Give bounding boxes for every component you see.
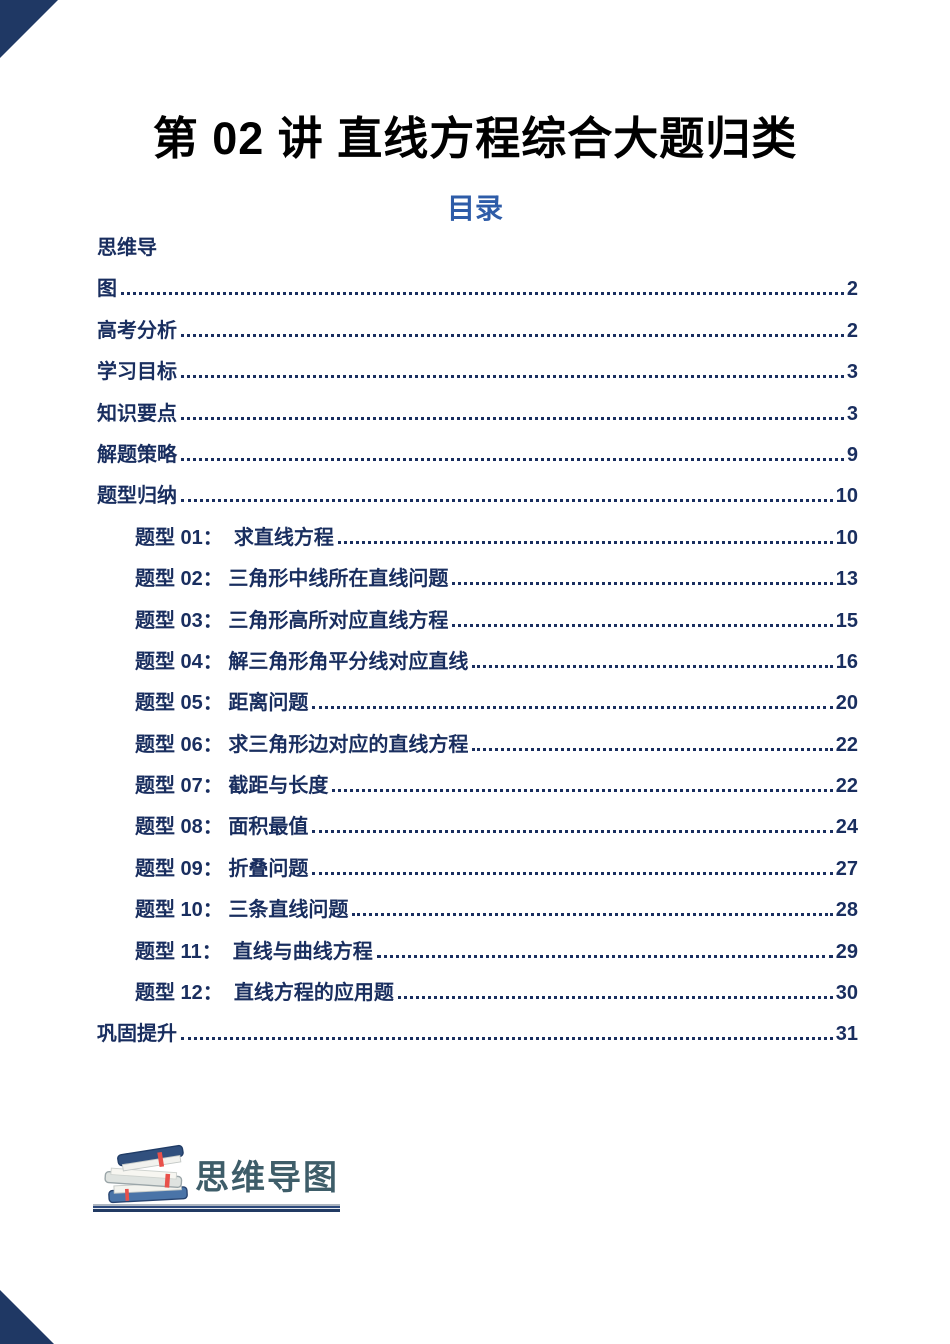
toc-entry-mindmap-line2[interactable]: 图 2	[97, 272, 858, 313]
toc-entry-solution-strategy[interactable]: 解题策略 9	[97, 438, 858, 479]
toc-page-number: 9	[846, 443, 858, 466]
dotted-leader	[376, 952, 833, 958]
toc-entry-label: 题型 06： 求三角形边对应的直线方程	[135, 733, 469, 756]
toc-entry-label: 高考分析	[97, 319, 177, 342]
dotted-leader	[472, 745, 833, 751]
toc-entry-label: 题型 11： 直线与曲线方程	[135, 940, 373, 963]
toc-entry-label: 巩固提升	[97, 1023, 177, 1046]
toc-entry-label: 题型 02： 三角形中线所在直线问题	[135, 568, 449, 591]
toc-entry-type-03[interactable]: 题型 03： 三角形高所对应直线方程 15	[97, 604, 858, 645]
corner-triangle-top-left	[0, 0, 58, 58]
toc-entry-type-10[interactable]: 题型 10： 三条直线问题 28	[97, 893, 858, 934]
toc-page-number: 10	[835, 526, 858, 549]
toc-entry-label: 题型 07： 截距与长度	[135, 775, 329, 798]
toc-page-number: 22	[835, 775, 858, 798]
dotted-leader	[312, 869, 833, 875]
dotted-leader	[397, 993, 833, 1000]
toc-page-number: 27	[835, 857, 858, 880]
toc-page-number: 13	[835, 568, 858, 591]
dotted-leader	[452, 621, 833, 627]
toc-entry-type-04[interactable]: 题型 04： 解三角形角平分线对应直线 16	[97, 645, 858, 686]
toc-heading: 目录	[446, 193, 503, 224]
dotted-leader	[352, 910, 833, 917]
toc-entry-type-05[interactable]: 题型 05： 距离问题 20	[97, 686, 858, 727]
toc-entry-exam-analysis[interactable]: 高考分析 2	[97, 314, 858, 355]
toc-page-number: 31	[835, 1023, 858, 1046]
toc-page-number: 20	[835, 692, 858, 715]
toc-page-number: 24	[835, 816, 858, 839]
section-heading-mind-map: 思维导图	[195, 1159, 339, 1197]
dotted-leader	[312, 827, 833, 834]
dotted-leader	[452, 579, 833, 586]
toc-entry-type-11[interactable]: 题型 11： 直线与曲线方程 29	[97, 935, 858, 976]
toc-entry-mindmap-line1[interactable]: 思维导	[97, 231, 858, 272]
table-of-contents: 思维导 图 2 高考分析 2 学习目标 3 知识要点 3 解题策略 9 题型归纳…	[97, 231, 858, 1059]
toc-entry-label: 思维导	[97, 237, 157, 259]
toc-entry-label: 题型 10： 三条直线问题	[135, 899, 349, 922]
toc-page-number: 30	[835, 982, 858, 1005]
toc-page-number: 2	[846, 278, 858, 301]
toc-page-number: 15	[835, 609, 858, 632]
toc-page-number: 10	[835, 485, 858, 508]
dotted-leader	[472, 662, 833, 668]
toc-page-number: 28	[835, 899, 858, 922]
toc-entry-type-09[interactable]: 题型 09： 折叠问题 27	[97, 852, 858, 893]
books-stack-icon	[104, 1144, 188, 1204]
toc-entry-label: 题型 08： 面积最值	[135, 816, 309, 839]
toc-entry-label: 解题策略	[97, 443, 177, 466]
toc-entry-type-07[interactable]: 题型 07： 截距与长度 22	[97, 769, 858, 810]
toc-entry-knowledge-points[interactable]: 知识要点 3	[97, 397, 858, 438]
mind-map-section-header: 思维导图	[95, 1136, 495, 1216]
toc-entry-label: 题型 05： 距离问题	[135, 692, 309, 715]
corner-triangle-bottom-left	[0, 1290, 54, 1344]
toc-entry-label: 图	[97, 278, 117, 301]
dotted-leader	[332, 786, 833, 793]
dotted-leader	[181, 1034, 833, 1041]
toc-entry-label: 题型 01： 求直线方程	[135, 526, 334, 549]
toc-entry-label: 学习目标	[97, 361, 177, 384]
toc-entry-learning-goals[interactable]: 学习目标 3	[97, 355, 858, 396]
toc-page-number: 22	[835, 733, 858, 756]
toc-page-number: 29	[835, 940, 858, 963]
section-underline-rule	[93, 1204, 340, 1212]
toc-entry-type-06[interactable]: 题型 06： 求三角形边对应的直线方程 22	[97, 728, 858, 769]
toc-entry-label: 题型 09： 折叠问题	[135, 857, 309, 880]
toc-entry-type-02[interactable]: 题型 02： 三角形中线所在直线问题 13	[97, 562, 858, 603]
page-title: 第 02 讲 直线方程综合大题归类	[152, 113, 798, 164]
dotted-leader	[121, 289, 844, 296]
toc-entry-label: 题型 12： 直线方程的应用题	[135, 982, 394, 1005]
toc-entry-type-12[interactable]: 题型 12： 直线方程的应用题 30	[97, 976, 858, 1017]
dotted-leader	[181, 414, 844, 420]
toc-entry-label: 题型 03： 三角形高所对应直线方程	[135, 609, 449, 632]
toc-page-number: 2	[846, 319, 858, 342]
toc-entry-type-01[interactable]: 题型 01： 求直线方程 10	[97, 521, 858, 562]
dotted-leader	[181, 331, 844, 337]
toc-entry-consolidation[interactable]: 巩固提升 31	[97, 1017, 858, 1058]
dotted-leader	[181, 496, 833, 503]
toc-page-number: 16	[835, 650, 858, 673]
toc-entry-label: 知识要点	[97, 402, 177, 425]
toc-page-number: 3	[846, 361, 858, 384]
toc-entry-label: 题型归纳	[97, 485, 177, 508]
toc-entry-problem-types[interactable]: 题型归纳 10	[97, 479, 858, 520]
dotted-leader	[181, 455, 844, 461]
toc-page-number: 3	[846, 402, 858, 425]
toc-entry-label: 题型 04： 解三角形角平分线对应直线	[135, 650, 469, 673]
dotted-leader	[337, 538, 833, 544]
dotted-leader	[181, 372, 844, 379]
toc-entry-type-08[interactable]: 题型 08： 面积最值 24	[97, 810, 858, 851]
dotted-leader	[312, 703, 833, 710]
